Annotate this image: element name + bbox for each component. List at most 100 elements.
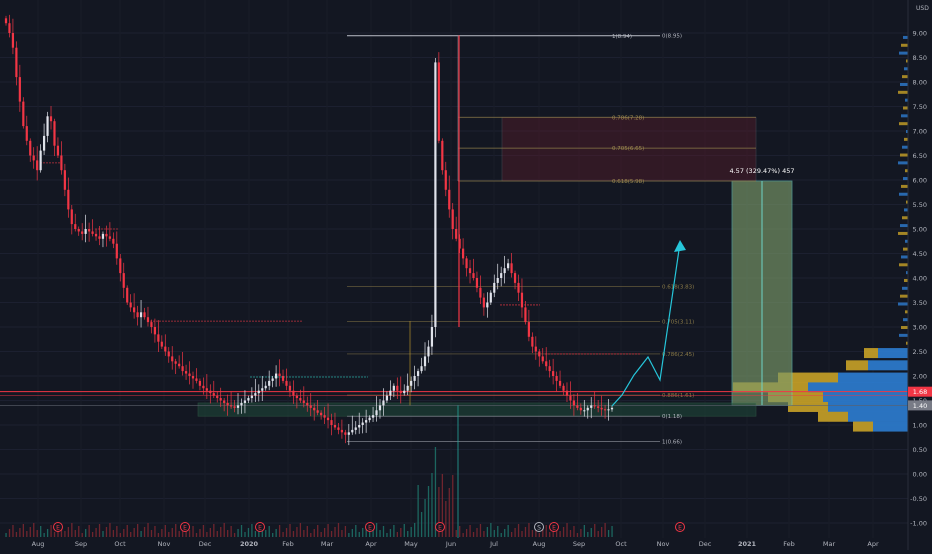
- y-tick-label: 8.00: [913, 79, 927, 87]
- volume-bar: [15, 532, 18, 537]
- candle-body: [36, 160, 39, 171]
- volume-bar: [272, 533, 274, 537]
- volume-bar: [71, 523, 73, 537]
- candle-body: [579, 407, 582, 411]
- candle-body: [39, 150, 42, 171]
- candle-body: [233, 406, 236, 408]
- volume-bar: [462, 533, 464, 537]
- volume-bar: [472, 532, 475, 537]
- candle-body: [489, 292, 492, 303]
- volume-bar: [247, 528, 250, 537]
- volume-bar: [265, 530, 267, 537]
- candle-body: [423, 356, 427, 367]
- volume-bar: [524, 527, 527, 537]
- volume-bar: [500, 533, 502, 537]
- candle-body: [607, 409, 610, 411]
- candle-body: [4, 18, 8, 24]
- candle-body: [136, 312, 139, 318]
- volume-bar: [119, 533, 121, 537]
- candle-body: [167, 351, 170, 357]
- volume-bar: [441, 474, 444, 537]
- volume-bar: [296, 527, 298, 537]
- profile-bar-part: [818, 411, 848, 422]
- volume-bar: [431, 473, 433, 537]
- volume-bar: [393, 525, 395, 537]
- candle-body: [513, 273, 517, 283]
- fib-bottom-label: 0.618(3.83): [662, 284, 694, 290]
- volume-bar: [601, 527, 603, 537]
- volume-bar: [85, 529, 87, 537]
- candle-body: [493, 282, 496, 293]
- fib-top-label: 1(8.94): [612, 34, 632, 40]
- candle-body: [139, 312, 143, 318]
- volume-bar: [514, 528, 516, 537]
- candle-body: [565, 390, 569, 396]
- volume-bar: [140, 531, 142, 537]
- volume-bar: [334, 527, 336, 537]
- candle-body: [351, 429, 354, 433]
- x-tick-label: Sep: [573, 540, 585, 548]
- candle-body: [278, 373, 281, 376]
- profile-bar-thin: [901, 326, 908, 330]
- candle-body: [365, 420, 368, 423]
- candle-body: [371, 415, 375, 418]
- volume-bar: [583, 525, 585, 537]
- volume-bar: [445, 501, 447, 537]
- x-tick-label: Dec: [199, 540, 212, 548]
- candle-body: [555, 376, 558, 381]
- volume-bar: [362, 528, 364, 537]
- candle-body: [572, 400, 576, 406]
- volume-bar: [459, 526, 461, 537]
- candle-body: [171, 356, 174, 362]
- candle-body: [472, 273, 475, 278]
- event-marker: [180, 522, 190, 532]
- volume-bar: [26, 531, 28, 537]
- volume-bar: [126, 525, 128, 537]
- candle-body: [569, 395, 572, 401]
- volume-bar: [53, 532, 56, 537]
- volume-bar: [240, 525, 243, 537]
- x-tick-label: 2020: [240, 540, 259, 548]
- candle-body: [396, 385, 399, 391]
- volume-bar: [133, 528, 135, 537]
- volume-bar: [323, 528, 326, 537]
- candle-body: [538, 351, 541, 357]
- volume-bar: [289, 524, 291, 537]
- volume-bar: [517, 524, 520, 537]
- profile-bar-thin: [900, 153, 908, 157]
- candle-body: [354, 427, 357, 430]
- volume-bar: [504, 529, 506, 537]
- volume-bar: [549, 532, 551, 537]
- volume-bar: [365, 524, 367, 537]
- volume-bar: [424, 499, 426, 537]
- profile-bar-thin: [904, 278, 908, 282]
- volume-bar: [382, 526, 385, 537]
- volume-bar: [43, 533, 45, 537]
- candle-body: [468, 268, 472, 274]
- candle-body: [548, 366, 551, 372]
- price-axis: USD 9.00 8.50 8.00 7.50 7.00 6.50 6.00 5.50 5.00 4…: [907, 0, 932, 550]
- profile-bar-thin: [898, 231, 908, 235]
- candle-body: [46, 116, 49, 136]
- profile-bar-total: [873, 421, 908, 432]
- event-marker-label: E: [552, 525, 556, 532]
- volume-bar: [258, 527, 260, 537]
- volume-bar: [299, 523, 302, 537]
- candle-body: [70, 209, 73, 225]
- x-tick-label: Sep: [75, 540, 87, 548]
- candle-body: [198, 380, 202, 386]
- candle-body: [264, 385, 267, 389]
- projection-arrowhead: [674, 240, 686, 252]
- volume-bar: [178, 531, 180, 537]
- volume-bar: [88, 525, 90, 537]
- profile-bar-thin: [905, 310, 908, 314]
- event-marker: [549, 522, 559, 532]
- volume-bar: [175, 524, 177, 537]
- volume-bar: [396, 532, 399, 537]
- volume-bar: [317, 525, 319, 537]
- price-badge-label: 1.68: [913, 388, 927, 396]
- candle-body: [243, 400, 247, 403]
- volume-bar: [268, 526, 270, 537]
